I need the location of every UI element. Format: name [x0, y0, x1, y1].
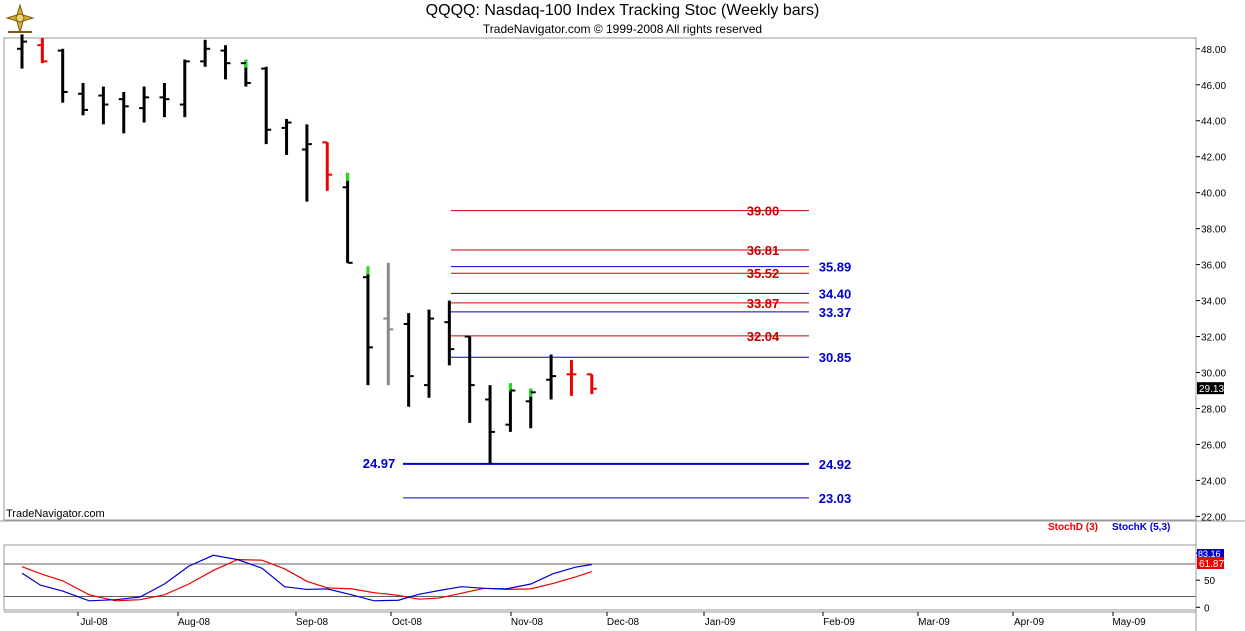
x-tick-label: Mar-09	[918, 617, 950, 628]
x-tick-label: Aug-08	[178, 617, 211, 628]
level-label: 32.04	[747, 329, 780, 344]
trade-navigator-logo-icon	[5, 3, 35, 34]
ohlc-bar	[179, 59, 190, 118]
y-tick-label: 32.00	[1201, 333, 1226, 344]
y-tick-label: 28.00	[1201, 404, 1226, 415]
stochk-value: 83.16	[1198, 549, 1221, 559]
x-tick-label: Jul-08	[80, 617, 108, 628]
last-price-label: 29.13	[1199, 384, 1224, 395]
ohlc-bar	[586, 373, 597, 395]
ohlc-bar	[220, 45, 231, 80]
x-tick-label: Feb-09	[823, 617, 855, 628]
oscillator-panel	[3, 544, 1197, 611]
ohlc-bar	[281, 118, 292, 155]
level-label: 35.52	[747, 266, 780, 281]
stochk-value-badge	[1197, 549, 1224, 557]
y-tick-label: 48.00	[1201, 45, 1226, 56]
ohlc-bar	[322, 141, 333, 191]
legend-stochd: StochD (3)	[1048, 522, 1098, 533]
level-label: 36.81	[747, 243, 780, 258]
ohlc-bar	[403, 313, 414, 407]
x-tick-label: Dec-08	[607, 617, 640, 628]
stochd-value-badge	[1197, 557, 1224, 569]
ohlc-bar	[17, 34, 27, 69]
y-tick-label: 40.00	[1201, 189, 1226, 200]
x-tick-label: Apr-09	[1014, 617, 1044, 628]
ohlc-bar	[200, 39, 211, 67]
level-label: 33.87	[747, 296, 780, 311]
watermark: TradeNavigator.com	[6, 508, 105, 520]
ohlc-bar	[57, 48, 68, 103]
stoch-series-line	[21, 554, 592, 602]
ohlc-bar	[261, 66, 272, 145]
osc-y-tick-label: 0	[1204, 603, 1210, 614]
y-tick-label: 34.00	[1201, 297, 1226, 308]
y-tick-label: 42.00	[1201, 153, 1226, 164]
level-label: 30.85	[819, 350, 852, 365]
ohlc-bar	[37, 38, 48, 64]
ohlc-bar	[159, 82, 170, 118]
ohlc-bar	[464, 335, 475, 423]
level-label: 23.03	[819, 491, 852, 506]
last-price-badge	[1197, 382, 1224, 395]
ohlc-bar	[383, 262, 394, 386]
ohlc-bar	[444, 300, 455, 366]
ohlc-bar	[342, 172, 353, 264]
level-label: 24.92	[819, 457, 852, 472]
ohlc-bar	[362, 266, 373, 386]
x-tick-label: Jan-09	[705, 617, 736, 628]
ohlc-bar	[98, 86, 109, 125]
ohlc-bar	[240, 59, 251, 87]
y-tick-label: 30.00	[1201, 369, 1226, 380]
ohlc-bar	[424, 309, 434, 398]
ohlc-bar	[139, 86, 150, 123]
ohlc-bar	[546, 354, 557, 400]
ohlc-bar	[566, 359, 577, 396]
y-tick-label: 36.00	[1201, 261, 1226, 272]
y-tick-label: 46.00	[1201, 81, 1226, 92]
legend-stochk: StochK (5,3)	[1112, 522, 1170, 533]
level-label: 35.89	[819, 260, 852, 275]
ohlc-bar	[78, 82, 89, 116]
ohlc-bar	[485, 385, 496, 465]
ohlc-bar	[525, 388, 536, 429]
osc-y-tick-label: 50	[1204, 576, 1216, 587]
level-label: 34.40	[819, 286, 852, 301]
x-tick-label: Nov-08	[511, 617, 544, 628]
x-tick-label: Sep-08	[296, 617, 329, 628]
y-tick-label: 22.00	[1201, 512, 1226, 523]
ohlc-bar	[301, 124, 312, 202]
chart-title: QQQQ: Nasdaq-100 Index Tracking Stoc (We…	[425, 2, 820, 19]
ohlc-bar	[118, 91, 129, 134]
y-tick-label: 26.00	[1201, 440, 1226, 451]
level-label-left: 24.97	[363, 456, 396, 471]
chart-subtitle: TradeNavigator.com © 1999-2008 All right…	[482, 22, 763, 36]
y-tick-label: 44.00	[1201, 117, 1226, 128]
y-tick-label: 24.00	[1201, 476, 1226, 487]
x-tick-label: May-09	[1112, 617, 1146, 628]
level-label: 33.37	[819, 305, 852, 320]
price-panel	[3, 37, 1197, 521]
y-tick-label: 38.00	[1201, 225, 1226, 236]
stochd-value: 61.87	[1199, 559, 1224, 570]
ohlc-bar	[505, 383, 516, 432]
x-tick-label: Oct-08	[392, 617, 422, 628]
level-label: 39.00	[747, 204, 780, 219]
